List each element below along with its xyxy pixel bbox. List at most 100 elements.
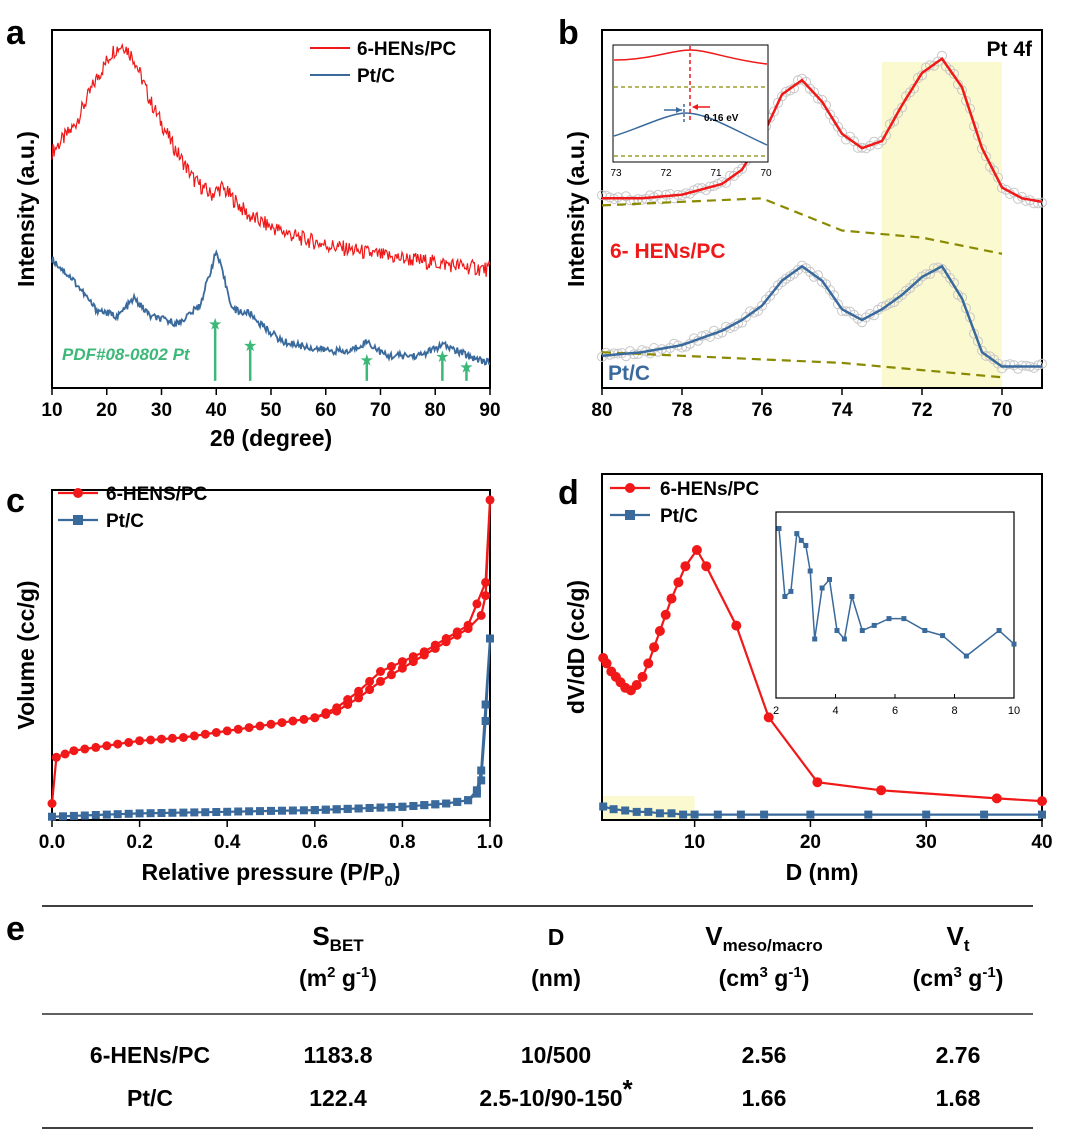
panel-c-point-6-hens-pc: [376, 676, 385, 686]
panel-d-point-pt-c: [644, 807, 653, 816]
panel-b-inset-tick-70: 70: [760, 168, 772, 179]
row-2-vmeso: 1.66: [742, 1085, 787, 1111]
panel-d-point-pt-c: [760, 810, 769, 819]
panel-c-point-6-hens-pc: [266, 719, 276, 729]
panel-b-raw-point: [1037, 358, 1047, 369]
panel-d-inset: 2 4 6 8 10: [773, 511, 1020, 717]
panel-d-point-6-hens-pc: [660, 609, 671, 620]
panel-b-inset-annotation: 0.16 eV: [704, 113, 739, 124]
panel-d-point-pt-c: [736, 810, 745, 819]
header-d-unit: (nm): [531, 965, 581, 991]
panel-c-point-6-hens-pc: [200, 729, 210, 739]
row-1-vt: 2.76: [936, 1042, 981, 1068]
panel-d-point-pt-c: [632, 807, 641, 816]
panel-c-point-6-hens-pc: [222, 726, 232, 736]
panel-c-point-pt-c: [477, 766, 486, 775]
panel-a-x-label: 2θ (degree): [210, 425, 332, 451]
panel-c-point-pt-c: [201, 808, 210, 817]
panel-b-frame: [601, 29, 1043, 389]
row-2-d: 2.5-10/90-150*: [479, 1074, 633, 1111]
panel-c-point-pt-c: [69, 811, 78, 820]
panel-c-point-6-hens-pc: [386, 670, 396, 680]
panel-a-reference-label: PDF#08-0802 Pt: [62, 345, 191, 364]
panel-c-point-pt-c: [146, 809, 155, 818]
panel-c-point-pt-c: [256, 807, 264, 816]
panel-c-point-6-hens-pc: [332, 703, 342, 713]
panel-c-point-6-hens-pc: [113, 739, 123, 749]
panel-d-point-6-hens-pc: [680, 561, 691, 572]
panel-a-x-tick-label-8: 90: [479, 400, 500, 421]
panel-d-inset-point: [798, 537, 804, 543]
panel-c-point-pt-c: [168, 808, 177, 817]
panel-c-point-6-hens-pc: [146, 735, 156, 745]
panel-b-x-tick-label-1: 78: [671, 400, 692, 421]
panel-c-x-tick-label-2: 0.4: [214, 832, 241, 853]
panel-b-x-tick-label-5: 70: [991, 400, 1012, 421]
panel-b-title: Pt 4f: [986, 38, 1033, 61]
panel-d-inset-series: [778, 528, 1015, 657]
panel-c-point-pt-c: [387, 803, 396, 812]
panel-c-point-pt-c: [409, 802, 418, 810]
panel-c-point-6-hens-pc: [310, 713, 320, 723]
panel-b-raw-point: [625, 195, 635, 206]
panel-d-point-6-hens-pc: [991, 793, 1002, 804]
panel-c-x-label: Relative pressure (P/P0): [142, 859, 401, 890]
panel-c-point-6-hens-pc: [365, 685, 375, 695]
panel-d-y-label: dV/dD (cc/g): [563, 580, 589, 714]
row-1-name: 6-HENs/PC: [90, 1042, 210, 1068]
panel-c-point-6-hens-pc: [124, 738, 134, 747]
panel-c-point-6-hens-pc: [376, 667, 385, 676]
panel-c-point-pt-c: [453, 797, 462, 806]
panel-b-raw-point: [981, 151, 991, 162]
panel-d-point-pt-c: [667, 809, 676, 818]
panel-d-x-tick-label-2: 30: [916, 832, 937, 853]
panel-b-raw-point: [597, 190, 607, 201]
panel-d-inset-point: [922, 628, 928, 633]
panel-d-inset-point: [996, 628, 1002, 633]
panel-c-point-6-hens-pc: [244, 723, 254, 733]
panel-d-inset-point: [776, 526, 782, 531]
panel-label-e: e: [6, 910, 25, 948]
panel-c-x-tick-label-5: 1.0: [477, 832, 503, 853]
panel-d-point-6-hens-pc: [637, 671, 648, 682]
row-1-vmeso: 2.56: [742, 1042, 787, 1068]
panel-c-point-pt-c: [80, 811, 89, 820]
panel-c-point-6-hens-pc: [485, 495, 495, 505]
panel-b-x-tick-label-0: 80: [591, 400, 612, 421]
panel-a-ref-star-4: ★: [459, 360, 473, 377]
panel-a-x-tick-label-1: 20: [96, 400, 117, 421]
panel-d-inset-point: [940, 633, 946, 639]
panel-a-ref-star-2: ★: [360, 352, 374, 369]
panel-c-point-pt-c: [464, 796, 473, 805]
panel-a-series-pt-c: [51, 249, 491, 366]
panel-c-point-pt-c: [431, 800, 440, 809]
panel-b-x-tick-label-3: 74: [831, 400, 853, 421]
panel-c-point-pt-c: [113, 810, 122, 819]
panel-a-x-tick-label-6: 70: [370, 400, 391, 421]
panel-b-raw-point: [1005, 359, 1015, 370]
panel-a-ref-star-0: ★: [208, 317, 222, 334]
panel-d-point-6-hens-pc: [654, 626, 665, 636]
panel-b-inset: 0.16 eV 73 72 71 70: [610, 44, 772, 179]
panel-d-inset-point: [834, 628, 840, 633]
panel-c-point-6-hens-pc: [386, 662, 396, 671]
panel-d-inset-point: [782, 594, 788, 599]
header-vmeso: Vmeso/macro: [705, 921, 823, 955]
panel-c-point-pt-c: [223, 807, 232, 816]
panel-d-point-pt-c: [864, 810, 873, 819]
panel-b-inset-arrowhead-red: [692, 104, 698, 110]
panel-d: 10 20 30 40 D (nm) dV/dD (cc/g) 6-HENs/PC P…: [563, 473, 1053, 885]
header-vt: Vt: [946, 921, 969, 955]
panel-a-x-tick-label-7: 80: [425, 400, 446, 421]
panel-c-point-pt-c: [332, 805, 341, 814]
panel-d-inset-tick-label-3: 8: [951, 705, 957, 717]
panel-b-inset-tick-71: 71: [710, 168, 722, 179]
panel-c-x-tick-label-1: 0.2: [126, 832, 152, 853]
panel-label-b: b: [558, 14, 579, 52]
panel-c-point-6-hens-pc: [365, 676, 375, 686]
panel-a-x-tick-label-2: 30: [151, 400, 172, 421]
panel-c-point-pt-c: [135, 809, 144, 818]
panel-d-inset-tick-label-4: 10: [1008, 705, 1020, 717]
panel-b-raw-point: [677, 342, 687, 353]
